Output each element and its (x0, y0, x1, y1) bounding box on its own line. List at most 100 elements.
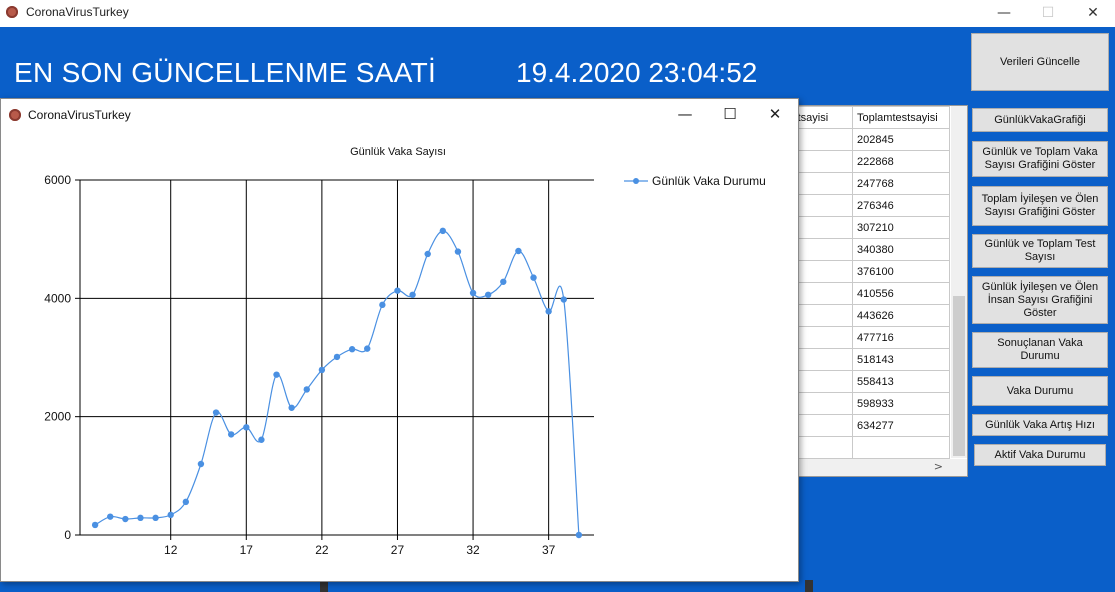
total-recovered-death-chart-button[interactable]: Toplam İyileşen ve Ölen Sayısı Grafiğini… (972, 186, 1108, 226)
table-cell[interactable]: 518143 (852, 348, 950, 371)
daily-case-chart-button[interactable]: GünlükVakaGrafiği (972, 108, 1108, 132)
data-point (333, 353, 341, 361)
data-point (530, 274, 537, 281)
table-row[interactable]: 443626 (781, 304, 950, 327)
x-tick-label: 17 (240, 543, 254, 557)
table-cell[interactable]: 598933 (852, 392, 950, 415)
data-point (560, 296, 567, 303)
data-point (515, 247, 522, 255)
data-point (545, 308, 552, 315)
daily-total-test-button[interactable]: Günlük ve Toplam Test Sayısı (972, 234, 1108, 268)
table-row[interactable]: 477716 (781, 326, 950, 349)
data-point (409, 291, 416, 298)
table-cell[interactable] (852, 436, 950, 459)
data-point (439, 227, 447, 235)
table-row[interactable]: 376100 (781, 260, 950, 283)
y-tick-label: 6000 (44, 173, 71, 187)
column-header[interactable]: Toplamtestsayisi (852, 106, 950, 129)
table-row[interactable] (781, 436, 950, 459)
data-point (500, 278, 507, 285)
data-point (394, 287, 401, 294)
table-cell[interactable]: 558413 (852, 370, 950, 393)
data-point (303, 386, 310, 393)
data-point (318, 366, 326, 374)
table-row[interactable]: 558413 (781, 370, 950, 393)
chart-close-button[interactable]: ✕ (768, 105, 782, 123)
data-point (379, 301, 386, 309)
y-tick-label: 4000 (44, 291, 71, 305)
data-point (288, 404, 295, 411)
legend-label: Günlük Vaka Durumu (652, 174, 766, 188)
chart-minimize-button[interactable]: — (677, 105, 693, 123)
data-point (243, 424, 250, 431)
maximize-button[interactable]: ☐ (1041, 5, 1055, 21)
data-grid[interactable]: estsayisi Toplamtestsayisi 202845 222868 2… (780, 105, 968, 477)
data-point (182, 498, 190, 506)
daily-case-chart: Günlük Vaka Sayısı 0 2000 4000 6000 12 17 22 27… (44, 146, 766, 557)
background-divider (805, 580, 813, 592)
table-cell[interactable]: 222868 (852, 150, 950, 173)
table-row[interactable]: 340380 (781, 238, 950, 261)
data-point (575, 531, 583, 539)
minimize-button[interactable]: — (997, 5, 1011, 21)
table-row[interactable]: 598933 (781, 392, 950, 415)
virus-icon (9, 109, 21, 121)
data-point (197, 460, 205, 468)
scroll-right-icon[interactable]: > (933, 460, 943, 473)
close-button[interactable]: ✕ (1087, 5, 1099, 21)
virus-icon (6, 6, 18, 18)
data-point (107, 513, 114, 520)
x-tick-label: 12 (164, 543, 178, 557)
update-data-button[interactable]: Verileri Güncelle (971, 33, 1109, 91)
case-status-button[interactable]: Vaka Durumu (972, 376, 1108, 406)
table-cell[interactable]: 202845 (852, 128, 950, 151)
y-tick-label: 2000 (44, 410, 71, 424)
app-titlebar: CoronaVirusTurkey — ☐ ✕ (0, 0, 1115, 27)
table-cell[interactable]: 307210 (852, 216, 950, 239)
data-point (212, 409, 220, 416)
table-cell[interactable]: 443626 (852, 304, 950, 327)
chart-window[interactable]: CoronaVirusTurkey — ☐ ✕ Günlük Vaka Sayı… (0, 98, 799, 582)
table-row[interactable]: 276346 (781, 194, 950, 217)
x-tick-label: 37 (542, 543, 556, 557)
data-point (122, 515, 129, 523)
table-cell[interactable]: 247768 (852, 172, 950, 195)
data-point (167, 511, 174, 519)
daily-case-growth-button[interactable]: Günlük Vaka Artış Hızı (972, 414, 1108, 436)
table-cell[interactable]: 410556 (852, 282, 950, 305)
table-cell[interactable]: 340380 (852, 238, 950, 261)
vertical-scrollbar[interactable] (951, 106, 967, 458)
daily-recovered-death-chart-button[interactable]: Günlük İyileşen ve Ölen İnsan Sayısı Gra… (972, 276, 1108, 324)
last-update-timestamp: 19.4.2020 23:04:52 (516, 57, 758, 88)
table-cell[interactable]: 376100 (852, 260, 950, 283)
horizontal-scrollbar[interactable]: > (781, 459, 967, 476)
data-point (484, 291, 492, 298)
data-point (348, 346, 356, 353)
y-tick-label: 0 (64, 528, 71, 542)
data-point (454, 248, 462, 255)
chart-maximize-button[interactable]: ☐ (723, 105, 737, 123)
data-point (258, 436, 265, 443)
data-point (91, 521, 99, 529)
data-point (152, 514, 159, 522)
table-row[interactable]: 634277 (781, 414, 950, 437)
daily-total-case-chart-button[interactable]: Günlük ve Toplam Vaka Sayısı Grafiğini G… (972, 141, 1108, 177)
table-cell[interactable]: 276346 (852, 194, 950, 217)
scrollbar-thumb[interactable] (953, 296, 965, 456)
table-row[interactable]: 518143 (781, 348, 950, 371)
data-point (364, 345, 371, 352)
active-case-status-button[interactable]: Aktif Vaka Durumu (974, 444, 1106, 466)
table-cell[interactable]: 634277 (852, 414, 950, 437)
chart-title: Günlük Vaka Sayısı (350, 146, 446, 158)
table-row[interactable]: 202845 (781, 128, 950, 151)
background-divider (320, 580, 328, 592)
table-row[interactable]: 307210 (781, 216, 950, 239)
resulted-case-status-button[interactable]: Sonuçlanan Vaka Durumu (972, 332, 1108, 368)
x-tick-label: 32 (466, 543, 480, 557)
table-row[interactable]: 247768 (781, 172, 950, 195)
data-point (137, 514, 144, 522)
table-row[interactable]: 222868 (781, 150, 950, 173)
table-row[interactable]: 410556 (781, 282, 950, 305)
data-point (227, 431, 235, 438)
table-cell[interactable]: 477716 (852, 326, 950, 349)
